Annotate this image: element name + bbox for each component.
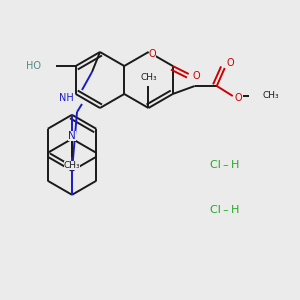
Text: O: O [227, 58, 235, 68]
Text: Cl – H: Cl – H [210, 205, 240, 215]
Text: O: O [193, 71, 201, 81]
Text: CH₃: CH₃ [140, 74, 157, 82]
Text: HO: HO [26, 61, 41, 71]
Text: O: O [235, 93, 243, 103]
Text: N: N [68, 131, 76, 141]
Text: O: O [149, 49, 156, 59]
Text: NH: NH [59, 93, 74, 103]
Text: CH₃: CH₃ [263, 92, 279, 100]
Text: CH₃: CH₃ [64, 161, 80, 170]
Text: Cl – H: Cl – H [210, 160, 240, 170]
